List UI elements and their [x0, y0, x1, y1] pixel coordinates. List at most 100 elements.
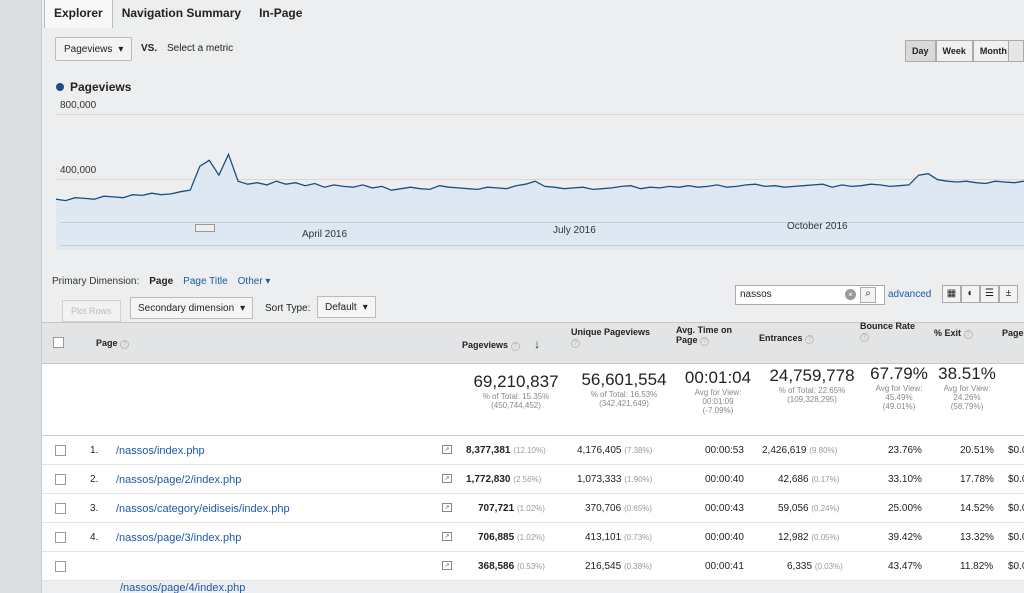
- open-page-icon[interactable]: ↗: [442, 532, 452, 541]
- vs-label: VS.: [141, 43, 158, 54]
- total-entrances-base: (109,328,295): [787, 395, 837, 404]
- table-header: Page ? Pageviews ? ↓ Unique Pageviews? A…: [42, 321, 1024, 364]
- help-icon[interactable]: ?: [963, 330, 973, 339]
- comparison-view-icon[interactable]: ±: [999, 285, 1018, 303]
- row-entrances: 59,056 (0.24%): [778, 503, 839, 514]
- total-unique-pct: % of Total: 16.53%: [590, 390, 658, 399]
- total-avg-time-value: 00:01:04: [684, 368, 752, 387]
- tab-navigation-summary[interactable]: Navigation Summary: [121, 6, 242, 20]
- column-header-avg-time-label-2: Page: [676, 335, 698, 345]
- row-checkbox[interactable]: [55, 561, 66, 572]
- row-page-link[interactable]: /nassos/page/3/index.php: [116, 532, 242, 544]
- dimension-page[interactable]: Page: [149, 276, 174, 287]
- open-page-icon[interactable]: ↗: [442, 445, 452, 454]
- secondary-dimension-dropdown[interactable]: Secondary dimension ▾: [130, 297, 254, 319]
- select-all-checkbox[interactable]: [53, 337, 64, 348]
- metric-selector[interactable]: Pageviews ▾: [55, 37, 133, 61]
- row-page-link[interactable]: /nassos/page/4/index.php: [120, 582, 246, 593]
- open-page-icon[interactable]: ↗: [442, 503, 452, 512]
- legend-dot-icon: [56, 83, 64, 91]
- row-exit: 17.78%: [960, 474, 994, 485]
- time-range-slider[interactable]: [60, 222, 1024, 246]
- row-checkbox[interactable]: [55, 474, 66, 485]
- open-page-icon[interactable]: ↗: [442, 561, 452, 570]
- total-bounce: 67.79% Avg for View: 45.49% (49.01%): [864, 364, 934, 411]
- help-icon[interactable]: ?: [571, 339, 580, 348]
- total-bounce-diff: (49.01%): [882, 402, 916, 411]
- table-row: 2. /nassos/page/2/index.php ↗ 1,772,830 …: [42, 465, 1024, 494]
- total-unique-base: (342,421,649): [599, 399, 649, 408]
- x-tick-label: October 2016: [787, 221, 848, 232]
- tab-in-page[interactable]: In-Page: [259, 6, 303, 20]
- row-pageviews: 1,772,830 (2.56%): [466, 474, 541, 485]
- row-page-link[interactable]: /nassos/index.php: [116, 445, 205, 457]
- help-icon[interactable]: ?: [805, 335, 815, 344]
- search-icon[interactable]: ⌕: [860, 287, 876, 303]
- help-icon[interactable]: ?: [860, 333, 869, 342]
- row-number: 2.: [90, 474, 99, 485]
- total-exit-label: Avg for View:: [943, 384, 991, 393]
- row-page-value: $0.0: [1008, 561, 1024, 572]
- row-checkbox[interactable]: [55, 445, 66, 456]
- table-toolbar: Plot Rows Secondary dimension ▾ Sort Typ…: [52, 285, 1024, 325]
- open-page-icon[interactable]: ↗: [442, 474, 452, 483]
- row-entrances-value: 59,056: [778, 503, 809, 514]
- series-line-pageviews: [56, 152, 1024, 202]
- help-icon[interactable]: ?: [510, 342, 520, 351]
- pie-view-icon[interactable]: ◐: [961, 285, 980, 303]
- row-checkbox[interactable]: [55, 503, 66, 514]
- table-row: 4. /nassos/page/3/index.php ↗ 706,885 (1…: [42, 523, 1024, 552]
- column-header-pageviews[interactable]: Pageviews ? ↓: [462, 337, 540, 351]
- help-icon[interactable]: ?: [120, 340, 130, 349]
- chevron-down-icon: ▾: [240, 302, 246, 314]
- row-bounce: 23.76%: [888, 445, 922, 456]
- row-unique-pct: (0.38%): [623, 562, 652, 571]
- row-entrances: 6,335 (0.03%): [787, 561, 843, 572]
- dimension-page-title[interactable]: Page Title: [183, 276, 228, 287]
- gridline: [56, 114, 1024, 115]
- column-header-avg-time-label: Avg. Time on: [676, 325, 733, 335]
- column-header-page-value[interactable]: Page: [1002, 328, 1024, 338]
- data-table-view-icon[interactable]: ▦: [942, 285, 961, 303]
- column-header-bounce-label: Bounce Rate: [860, 321, 916, 331]
- column-header-exit-label: % Exit: [934, 328, 962, 338]
- chart-type-icon[interactable]: [1008, 40, 1024, 62]
- row-pageviews: 707,721 (1.02%): [478, 503, 545, 514]
- total-exit: 38.51% Avg for View: 24.26% (58.79%): [936, 364, 998, 411]
- column-header-bounce-rate[interactable]: Bounce Rate?: [860, 321, 915, 342]
- column-header-entrances[interactable]: Entrances ?: [759, 333, 815, 344]
- sort-type-dropdown[interactable]: Default ▾: [317, 296, 376, 318]
- tab-explorer[interactable]: Explorer: [44, 0, 113, 28]
- row-page-link[interactable]: /nassos/page/2/index.php: [116, 474, 242, 486]
- period-day-button[interactable]: Day: [905, 40, 936, 62]
- total-pageviews-pct: % of Total: 15.35%: [482, 392, 550, 401]
- column-header-unique-pageviews[interactable]: Unique Pageviews?: [571, 327, 650, 348]
- row-avg-time: 00:00:40: [705, 474, 744, 485]
- clear-search-icon[interactable]: ×: [845, 289, 856, 300]
- totals-row: 69,210,837 % of Total: 15.35% (450,744,4…: [42, 364, 1024, 436]
- total-avg-time-diff: (-7.09%): [702, 406, 734, 415]
- total-bounce-label: Avg for View:: [875, 384, 923, 393]
- column-header-exit[interactable]: % Exit ?: [934, 328, 973, 339]
- row-entrances-pct: (0.17%): [811, 475, 840, 484]
- total-bounce-view: 45.49%: [885, 393, 913, 402]
- total-exit-value: 38.51%: [938, 364, 996, 383]
- column-header-avg-time[interactable]: Avg. Time on Page ?: [676, 325, 732, 346]
- table-row: ↗ 368,586 (0.53%) 216,545 (0.38%) 00:00:…: [42, 552, 1024, 581]
- row-entrances-pct: (9.80%): [809, 446, 838, 455]
- advanced-filter-link[interactable]: advanced: [888, 289, 932, 300]
- row-checkbox[interactable]: [55, 532, 66, 543]
- period-week-button[interactable]: Week: [935, 40, 973, 62]
- row-page-link[interactable]: /nassos/category/eidiseis/index.php: [116, 503, 290, 515]
- y-tick-label: 400,000: [60, 165, 97, 176]
- performance-view-icon[interactable]: ☰: [980, 285, 999, 303]
- slider-handle-icon[interactable]: [195, 224, 215, 232]
- row-pageviews-pct: (2.56%): [513, 475, 542, 484]
- select-metric-link[interactable]: Select a metric: [167, 43, 234, 54]
- total-bounce-value: 67.79%: [870, 364, 928, 383]
- plot-rows-button[interactable]: Plot Rows: [62, 300, 121, 322]
- dimension-other[interactable]: Other ▾: [237, 276, 271, 287]
- x-tick-label: July 2016: [553, 225, 596, 236]
- help-icon[interactable]: ?: [700, 337, 710, 346]
- column-header-page[interactable]: Page ?: [96, 338, 130, 349]
